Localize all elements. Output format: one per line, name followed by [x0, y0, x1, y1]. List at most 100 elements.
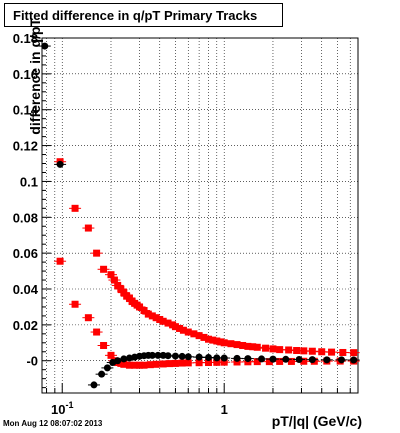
data-point — [41, 42, 49, 50]
data-point — [239, 341, 247, 349]
data-point — [338, 356, 346, 364]
data-point — [93, 328, 101, 336]
data-point — [125, 294, 133, 302]
data-point — [269, 355, 277, 363]
data-point — [120, 360, 128, 368]
data-point — [350, 356, 358, 364]
data-point — [90, 381, 98, 389]
data-point — [293, 347, 301, 355]
data-point — [295, 355, 303, 363]
x-axis-title: pT/|q| (GeV/c) — [272, 413, 362, 429]
data-point — [195, 332, 203, 340]
data-point — [276, 346, 284, 354]
data-point — [178, 352, 186, 360]
data-point — [190, 330, 198, 338]
data-point — [213, 354, 221, 362]
data-point — [114, 281, 122, 289]
data-point — [178, 359, 186, 367]
y-axis-title: difference in q/pT — [27, 18, 43, 135]
y-tick-label: 0.1 — [20, 174, 38, 189]
data-point — [213, 358, 221, 366]
data-point — [308, 356, 316, 364]
data-point — [56, 160, 64, 168]
data-point — [93, 249, 101, 257]
data-point — [220, 339, 228, 347]
data-point — [110, 276, 118, 284]
data-point — [98, 370, 106, 378]
data-point — [184, 328, 192, 336]
data-point — [195, 353, 203, 361]
data-point — [276, 357, 284, 365]
data-point — [117, 285, 125, 293]
y-tick-label: 0.08 — [13, 210, 38, 225]
data-point — [253, 358, 261, 366]
data-point — [269, 345, 277, 353]
data-point — [100, 341, 108, 349]
data-point — [258, 355, 266, 363]
data-point — [265, 358, 273, 366]
data-point — [227, 340, 235, 348]
data-point — [205, 354, 213, 361]
y-tick-label: 0.06 — [13, 246, 38, 261]
data-point — [136, 303, 144, 311]
data-point — [300, 357, 308, 365]
data-point — [184, 359, 192, 367]
x-tick-label: 1 — [221, 402, 228, 417]
data-point — [308, 347, 316, 355]
y-tick-label: 0.02 — [13, 318, 38, 333]
data-point — [84, 314, 92, 322]
data-point — [159, 317, 167, 325]
data-point — [220, 358, 228, 366]
data-point — [56, 257, 64, 265]
data-point — [84, 224, 92, 232]
data-point — [125, 354, 133, 362]
series-layer — [38, 42, 360, 389]
data-point — [318, 348, 326, 356]
data-point — [100, 265, 108, 273]
timestamp-footer: Mon Aug 12 08:07:02 2013 — [3, 419, 103, 428]
data-point — [140, 361, 148, 369]
data-point — [285, 346, 293, 354]
data-point — [71, 204, 79, 212]
data-point — [114, 357, 122, 365]
data-point — [171, 359, 179, 367]
data-point — [171, 352, 179, 360]
data-point — [148, 312, 156, 320]
data-point — [164, 319, 172, 327]
y-tick-label: 0.14 — [13, 103, 39, 118]
data-point — [249, 343, 257, 351]
series-0 — [54, 158, 360, 369]
y-axis: -0 0.02 0.04 0.06 0.08 0.1 0.12 0.14 0.16 0.18 — [13, 31, 51, 389]
data-point — [350, 349, 358, 357]
y-tick-label: 0.18 — [13, 31, 38, 46]
plot-frame — [41, 37, 359, 394]
data-point — [184, 353, 192, 361]
data-point — [233, 354, 241, 362]
data-point — [103, 364, 111, 372]
data-point — [71, 300, 79, 308]
data-point — [209, 336, 217, 344]
chart-title: Fitted difference in q/pT Primary Tracks — [13, 8, 258, 23]
y-tick-label: -0 — [26, 354, 38, 369]
data-point — [253, 343, 261, 351]
data-point — [107, 351, 115, 359]
data-point — [220, 354, 228, 362]
data-point — [213, 337, 221, 345]
data-point — [120, 289, 128, 297]
data-point — [217, 338, 225, 346]
data-point — [152, 314, 160, 322]
data-point — [323, 356, 331, 364]
data-point — [159, 360, 167, 368]
data-point — [144, 310, 152, 318]
data-point — [164, 352, 172, 360]
x-axis: 10-1 1 — [46, 383, 351, 417]
data-point — [200, 333, 208, 341]
y-tick-label: 0.16 — [13, 67, 38, 82]
x-tick-label: 10-1 — [51, 400, 73, 417]
data-point — [300, 347, 308, 355]
grid-layer — [42, 37, 358, 393]
data-point — [233, 341, 241, 349]
y-tick-label: 0.04 — [13, 282, 39, 297]
data-point — [107, 271, 115, 279]
